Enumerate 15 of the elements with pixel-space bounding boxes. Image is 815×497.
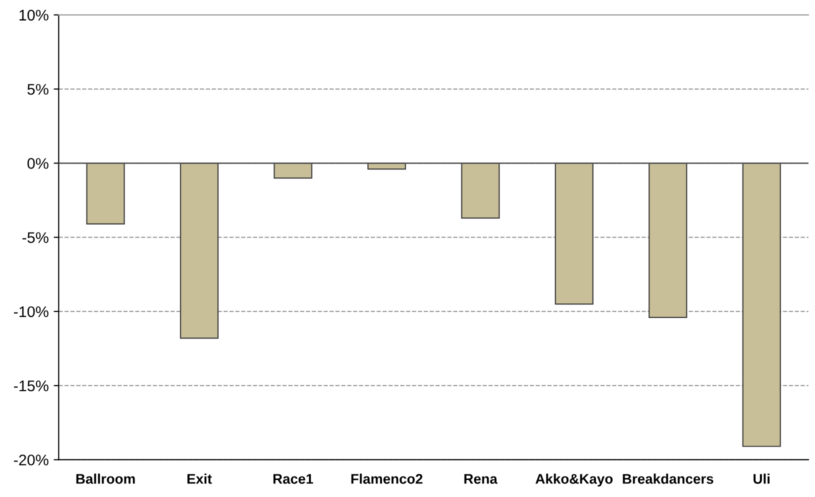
x-tick-label: Exit: [187, 474, 212, 484]
x-tick-label: Ballroom: [76, 474, 135, 484]
x-tick-label: Breakdancers: [622, 474, 714, 484]
x-tick-label: Race1: [273, 474, 314, 484]
y-tick-label: 10%: [20, 10, 48, 21]
y-tick-label: 5%: [27, 84, 48, 95]
x-tick-label: Akko&Kayo: [536, 474, 613, 487]
x-tick-label: Flamenco2: [351, 474, 422, 484]
x-tick-label: Rena: [464, 474, 498, 484]
y-tick-label: -10%: [14, 306, 48, 318]
y-tick-label: 0%: [27, 158, 48, 169]
x-tick-label: Uli: [754, 474, 770, 484]
y-tick-label: -15%: [14, 380, 48, 392]
y-tick-label: -5%: [22, 232, 48, 244]
y-tick-label: -20%: [14, 454, 48, 466]
